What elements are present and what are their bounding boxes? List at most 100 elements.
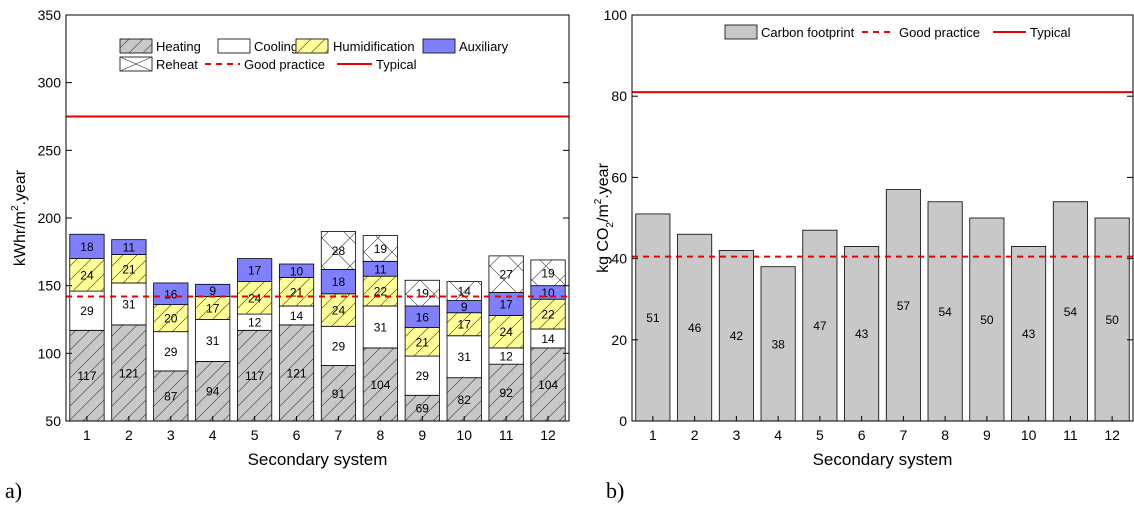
x-tick-label: 6 xyxy=(293,427,301,443)
bar-label-reheat-12: 19 xyxy=(541,266,555,280)
y-tick-label: 250 xyxy=(38,142,62,158)
legend-carbon-footprint-swatch xyxy=(724,24,758,40)
bar-label-reheat-10: 14 xyxy=(458,285,472,299)
chart-b-plot-frame xyxy=(631,14,1134,422)
bar-cooling-8 xyxy=(362,305,398,349)
bar-hatch-heating-5 xyxy=(237,330,272,421)
bar-hatch-reheat-9 xyxy=(405,280,440,306)
bar-label-carbon-footprint-7: 57 xyxy=(897,299,911,313)
y-tick-label: 40 xyxy=(611,251,627,267)
bar-label-auxiliary-8: 11 xyxy=(374,262,387,276)
bar-label-cooling-6: 14 xyxy=(290,309,304,323)
bar-label-humidification-1: 24 xyxy=(80,268,94,282)
bar-label-carbon-footprint-10: 43 xyxy=(1022,327,1036,341)
x-tick-label: 1 xyxy=(649,427,657,443)
chart-a-x-axis: 1 2 3 4 5 6 7 8 9 10 11 12 xyxy=(83,416,556,443)
bar-hatch-humidification-5 xyxy=(237,281,272,315)
x-tick-label: 10 xyxy=(456,427,472,443)
chart-b-reference-lines xyxy=(632,91,1133,258)
bar-label-auxiliary-9: 16 xyxy=(416,310,430,324)
legend-reheat-cross xyxy=(119,56,153,72)
x-tick-label: 9 xyxy=(983,427,991,443)
bar-label-carbon-footprint-6: 43 xyxy=(855,327,869,341)
bar-label-heating-2: 121 xyxy=(119,366,139,380)
bar-label-humidification-10: 17 xyxy=(458,318,472,332)
bar-label-heating-6: 121 xyxy=(287,366,307,380)
bar-label-auxiliary-7: 18 xyxy=(332,275,346,289)
bar-label-humidification-7: 24 xyxy=(332,304,346,318)
x-tick-label: 7 xyxy=(335,427,343,443)
chart-b-y-axis-label: kg CO2/m2.year xyxy=(593,162,616,272)
bar-carbon-footprint-4 xyxy=(760,266,796,422)
x-tick-label: 9 xyxy=(418,427,426,443)
bar-label-heating-7: 91 xyxy=(332,387,346,401)
y-tick-label: 0 xyxy=(619,413,627,429)
bar-hatch-humidification-12 xyxy=(530,299,566,329)
bar-hatch-reheat-12 xyxy=(530,259,566,286)
bar-auxiliary-6 xyxy=(278,263,315,278)
bar-label-auxiliary-3: 16 xyxy=(164,287,178,301)
bar-hatch-humidification-4 xyxy=(195,296,230,320)
chart-b-x-axis: 1 2 3 4 5 6 7 8 9 10 11 12 xyxy=(649,416,1120,443)
bar-hatch-humidification-11 xyxy=(488,315,524,348)
bar-label-reheat-7: 28 xyxy=(332,244,346,258)
chart-a-legend: Heating Cooling Humidification Auxiliary… xyxy=(119,38,509,72)
bar-hatch-heating-6 xyxy=(279,324,314,421)
bar-carbon-footprint-11 xyxy=(1052,201,1088,422)
bar-label-heating-12: 104 xyxy=(538,378,558,392)
bar-label-auxiliary-5: 17 xyxy=(248,264,262,278)
bar-hatch-heating-7 xyxy=(321,365,356,421)
bar-label-heating-8: 104 xyxy=(370,378,390,392)
bar-auxiliary-1 xyxy=(69,233,105,260)
bar-label-humidification-3: 20 xyxy=(164,312,178,326)
bar-hatch-heating-1 xyxy=(69,330,105,421)
bar-hatch-reheat-8 xyxy=(363,235,398,262)
legend-auxiliary-label: Auxiliary xyxy=(459,39,509,54)
bar-label-carbon-footprint-11: 54 xyxy=(1064,305,1078,319)
bar-cooling-4 xyxy=(195,319,231,362)
chart-b-panel-label: b) xyxy=(606,478,624,503)
chart-a-y-axis: 50 100 150 200 250 300 350 xyxy=(38,7,569,429)
bar-carbon-footprint-9 xyxy=(969,217,1005,422)
bar-auxiliary-5 xyxy=(237,258,273,283)
bar-label-carbon-footprint-12: 50 xyxy=(1105,313,1119,327)
bar-label-cooling-5: 12 xyxy=(248,316,262,330)
bar-label-heating-3: 87 xyxy=(164,389,178,403)
bar-label-humidification-11: 24 xyxy=(499,325,513,339)
bar-hatch-humidification-9 xyxy=(405,327,440,357)
x-tick-label: 3 xyxy=(732,427,740,443)
bar-label-humidification-8: 22 xyxy=(374,285,388,299)
bar-label-carbon-footprint-1: 51 xyxy=(646,311,660,325)
bar-label-carbon-footprint-2: 46 xyxy=(688,321,702,335)
bar-cooling-7 xyxy=(320,325,357,366)
legend-heating-hatch xyxy=(120,39,152,53)
bar-label-heating-9: 69 xyxy=(416,402,430,416)
bar-label-humidification-5: 24 xyxy=(248,291,262,305)
bar-hatch-humidification-7 xyxy=(321,293,356,327)
x-tick-label: 4 xyxy=(774,427,782,443)
bar-hatch-reheat-11 xyxy=(488,255,524,293)
chart-a-panel-label: a) xyxy=(5,478,22,503)
bar-hatch-humidification-3 xyxy=(153,304,188,332)
bar-label-cooling-11: 12 xyxy=(499,350,513,364)
x-tick-label: 2 xyxy=(125,427,133,443)
x-tick-label: 5 xyxy=(816,427,824,443)
chart-a-y-axis-label: kWhr/m2.year xyxy=(10,169,29,266)
legend-heating-label: Heating xyxy=(156,39,201,54)
y-tick-label: 100 xyxy=(604,7,628,23)
x-tick-label: 11 xyxy=(1063,427,1078,443)
legend-cooling-swatch xyxy=(217,38,251,54)
bar-label-cooling-4: 31 xyxy=(206,334,220,348)
bar-label-cooling-9: 29 xyxy=(416,369,430,383)
chart-b-legend: Carbon footprint Good practice Typical xyxy=(724,24,1071,40)
chart-a-reference-lines xyxy=(66,115,569,298)
bar-label-carbon-footprint-4: 38 xyxy=(771,337,785,351)
bar-carbon-footprint-5 xyxy=(802,229,838,422)
chart-b-x-axis-label: Secondary system xyxy=(813,450,953,469)
legend-b-typical-label: Typical xyxy=(1030,25,1071,40)
bar-label-cooling-2: 31 xyxy=(122,297,136,311)
y-tick-label: 50 xyxy=(45,413,61,429)
bar-label-heating-1: 117 xyxy=(77,369,96,383)
bar-hatch-reheat-7 xyxy=(321,231,356,270)
